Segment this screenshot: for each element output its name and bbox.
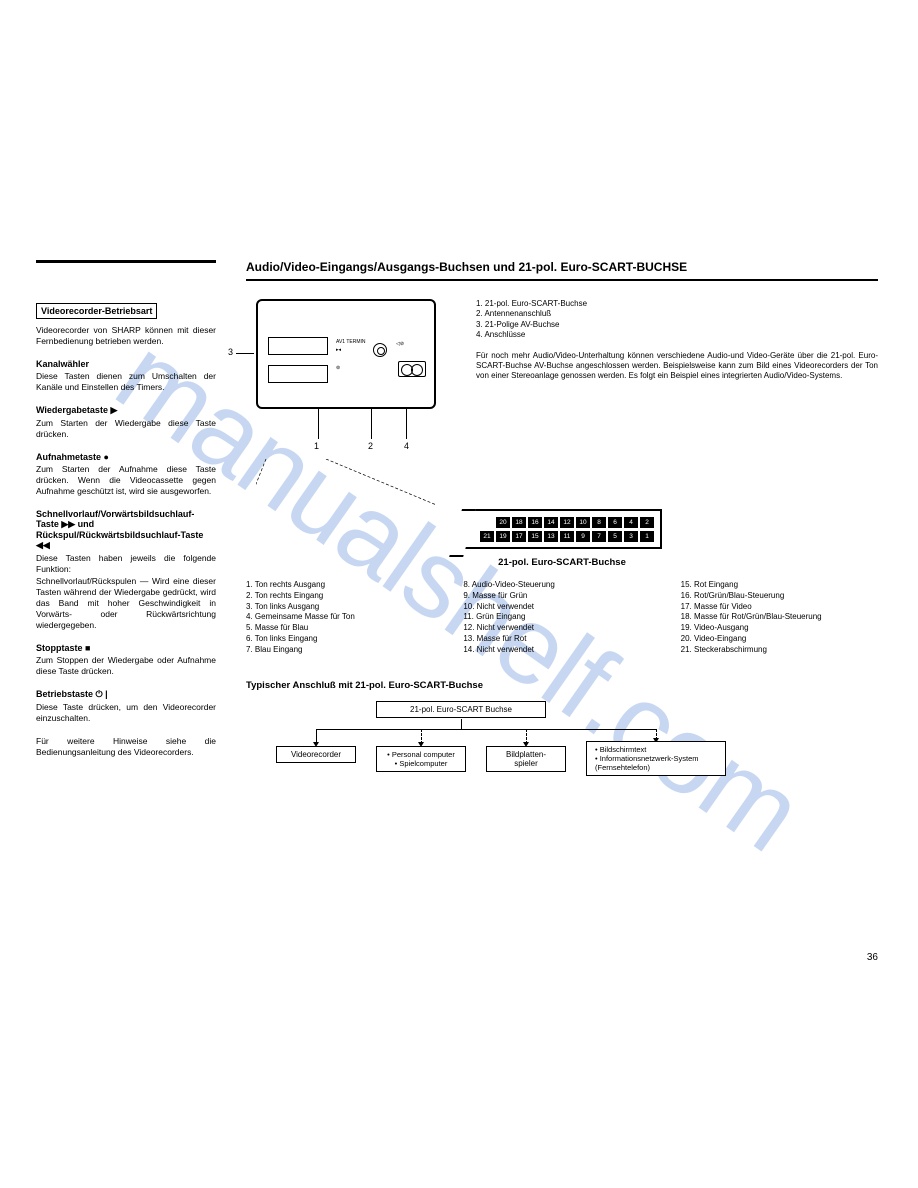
callout-2: 2	[368, 441, 373, 451]
scart-pin: 8	[592, 517, 606, 528]
diagram-vcr-box: Videorecorder	[276, 746, 356, 763]
section-title: Schnellvorlauf/Vorwärtsbildsuchlauf-Tast…	[36, 509, 216, 551]
scart-caption: 21-pol. Euro-SCART-Buchse	[246, 557, 878, 568]
scart-pin: 10	[576, 517, 590, 528]
right-title: Audio/Video-Eingangs/Ausgangs-Buchsen un…	[246, 260, 878, 275]
pin-legend-item: 14. Nicht verwendet	[463, 645, 660, 656]
pin-legend: 1. Ton rechts Ausgang2. Ton rechts Einga…	[246, 580, 878, 656]
section-body: Diese Tasten haben jeweils die folgende …	[36, 553, 216, 630]
section-title: Stopptaste ■	[36, 643, 216, 653]
diagram-list-item: Personal computer	[385, 750, 457, 759]
pin-legend-item: 6. Ton links Eingang	[246, 634, 443, 645]
section-title: Wiedergabetaste ▶	[36, 405, 216, 416]
rear-panel-diagram: 3 AV1 TERMIN ▸◂ ⊚ ◁⊘ 1 2	[246, 299, 466, 509]
side-list-item: 2. Antennenanschluß	[476, 309, 878, 319]
pin-legend-item: 3. Ton links Ausgang	[246, 602, 443, 613]
pin-legend-item: 16. Rot/Grün/Blau-Steuerung	[681, 591, 878, 602]
section-title: Kanalwähler	[36, 359, 216, 369]
diagram-pc-box: Personal computer Spielcomputer	[376, 746, 466, 772]
scart-pin: 7	[592, 531, 606, 542]
pin-legend-item: 5. Masse für Blau	[246, 623, 443, 634]
pin-legend-item: 9. Masse für Grün	[463, 591, 660, 602]
pin-legend-item: 4. Gemeinsame Masse für Ton	[246, 612, 443, 623]
section-title: Betriebstaste ⏻ |	[36, 689, 216, 700]
diagram-laserdisc-box: Bildplatten-spieler	[486, 746, 566, 772]
divider-rule	[36, 260, 216, 263]
scart-pin: 15	[528, 531, 542, 542]
pin-legend-item: 20. Video-Eingang	[681, 634, 878, 645]
scart-pin: 14	[544, 517, 558, 528]
tiny-label: ⊚	[336, 365, 340, 371]
pin-legend-item: 1. Ton rechts Ausgang	[246, 580, 443, 591]
section-body: Diese Tasten dienen zum Umschalten der K…	[36, 371, 216, 393]
diagram-scart-box: 21-pol. Euro-SCART Buchse	[376, 701, 546, 718]
antenna-port-icon	[373, 343, 387, 357]
divider-rule	[246, 279, 878, 281]
callout-4: 4	[404, 441, 409, 451]
scart-pin: 11	[560, 531, 574, 542]
scart-slot-icon	[268, 337, 328, 355]
typical-connection-heading: Typischer Anschluß mit 21-pol. Euro-SCAR…	[246, 680, 878, 691]
scart-pin: 9	[576, 531, 590, 542]
diagram-list-item: Informationsnetzwerk-System (Fernsehtele…	[595, 754, 717, 772]
pin-legend-item: 2. Ton rechts Eingang	[246, 591, 443, 602]
side-list-item: 3. 21-Polige AV-Buchse	[476, 320, 878, 330]
side-legend: 1. 21-pol. Euro-SCART-Buchse 2. Antennen…	[476, 299, 878, 509]
pin-legend-item: 11. Grün Eingang	[463, 612, 660, 623]
pin-legend-item: 18. Masse für Rot/Grün/Blau-Steuerung	[681, 612, 878, 623]
pin-legend-item: 21. Steckerabschirmung	[681, 645, 878, 656]
scart-slot-icon	[268, 365, 328, 383]
pin-legend-item: 10. Nicht verwendet	[463, 602, 660, 613]
diagram-list-item: Bildschirmtext	[595, 745, 717, 754]
boxed-heading: Videorecorder-Betriebsart	[36, 303, 157, 319]
right-top-row: 3 AV1 TERMIN ▸◂ ⊚ ◁⊘ 1 2	[246, 299, 878, 509]
side-paragraph: Für noch mehr Audio/Video-Unterhaltung k…	[476, 351, 878, 382]
scart-pin: 16	[528, 517, 542, 528]
connection-diagram: 21-pol. Euro-SCART Buchse Videorecorder …	[276, 701, 878, 796]
page-number: 36	[867, 952, 878, 963]
scart-pin: 18	[512, 517, 526, 528]
scart-pin: 1	[640, 531, 654, 542]
side-list-item: 4. Anschlüsse	[476, 330, 878, 340]
page-content: Videorecorder-Betriebsart Videorecorder …	[36, 260, 878, 796]
tiny-label: ▸◂	[336, 347, 341, 353]
section-body: Zum Starten der Wiedergabe diese Taste d…	[36, 418, 216, 440]
rear-panel-box: AV1 TERMIN ▸◂ ⊚ ◁⊘	[256, 299, 436, 409]
scart-pin: 2	[640, 517, 654, 528]
section-title: Aufnahmetaste ●	[36, 452, 216, 462]
scart-pin: 4	[624, 517, 638, 528]
right-column: Audio/Video-Eingangs/Ausgangs-Buchsen un…	[246, 260, 878, 796]
pin-legend-item: 8. Audio-Video-Steuerung	[463, 580, 660, 591]
diagram-list-item: Spielcomputer	[385, 759, 457, 768]
footnote-text: Für weitere Hinweise siehe die Bedienung…	[36, 736, 216, 758]
pin-legend-item: 13. Masse für Rot	[463, 634, 660, 645]
tiny-label: AV1 TERMIN	[336, 339, 366, 345]
section-body: Diese Taste drücken, um den Videorecorde…	[36, 702, 216, 724]
scart-pin: 20	[496, 517, 510, 528]
section-body: Zum Stoppen der Wiedergabe oder Aufnahme…	[36, 655, 216, 677]
tiny-label: ◁⊘	[396, 341, 404, 347]
left-column: Videorecorder-Betriebsart Videorecorder …	[36, 260, 216, 796]
scart-pin: 5	[608, 531, 622, 542]
pin-legend-item: 12. Nicht verwendet	[463, 623, 660, 634]
pin-legend-item: 7. Blau Eingang	[246, 645, 443, 656]
scart-connector-diagram: 2018161412108642 21191715131197531	[462, 509, 662, 549]
scart-pin: 21	[480, 531, 494, 542]
scart-pin: 17	[512, 531, 526, 542]
intro-text: Videorecorder von SHARP können mit diese…	[36, 325, 216, 347]
side-list-item: 1. 21-pol. Euro-SCART-Buchse	[476, 299, 878, 309]
pin-legend-item: 17. Masse für Video	[681, 602, 878, 613]
callout-3: 3	[228, 347, 233, 357]
pin-legend-item: 15. Rot Eingang	[681, 580, 878, 591]
scart-pin: 12	[560, 517, 574, 528]
scart-pin: 13	[544, 531, 558, 542]
av-ports-icon	[398, 361, 426, 377]
scart-pin: 19	[496, 531, 510, 542]
section-body: Zum Starten der Aufnahme diese Taste drü…	[36, 464, 216, 497]
scart-pin: 6	[608, 517, 622, 528]
callout-1: 1	[314, 441, 319, 451]
diagram-teletext-box: Bildschirmtext Informationsnetzwerk-Syst…	[586, 741, 726, 776]
scart-pin: 3	[624, 531, 638, 542]
pin-legend-item: 19. Video-Ausgang	[681, 623, 878, 634]
